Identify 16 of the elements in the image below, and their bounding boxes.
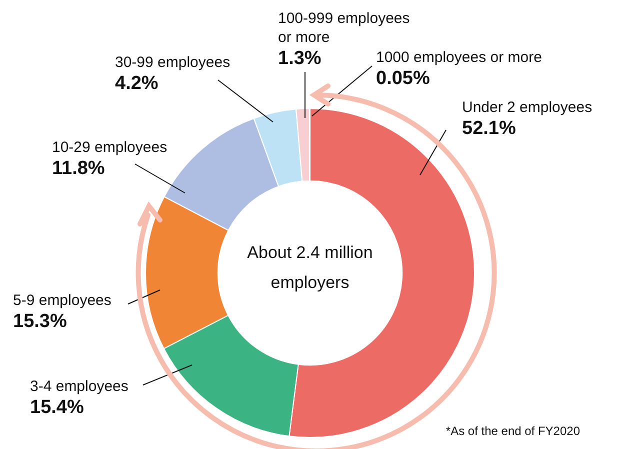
slice-label: 1000 employees or more	[376, 49, 542, 66]
slice-label: 5-9 employees	[13, 292, 112, 310]
text: *As of the end of FY2020	[446, 424, 580, 438]
slice-label: 3-4 employees	[30, 378, 128, 396]
text: About 2.4 million employers	[246, 242, 374, 294]
data-label: 0.05%	[376, 68, 430, 90]
data-label: 15.3%	[13, 311, 67, 332]
data-label: 52.1%	[462, 118, 516, 140]
slice-label: 30-99 employees	[115, 54, 230, 72]
slice-label: 100-999 employees or more	[278, 10, 410, 46]
data-label: 1.3%	[278, 48, 322, 70]
slice-label: Under 2 employees	[462, 99, 592, 116]
data-label: 11.8%	[52, 158, 105, 180]
data-label: 15.4%	[30, 397, 84, 418]
data-label: 4.2%	[115, 73, 158, 94]
slice-label: 10-29 employees	[52, 139, 168, 156]
